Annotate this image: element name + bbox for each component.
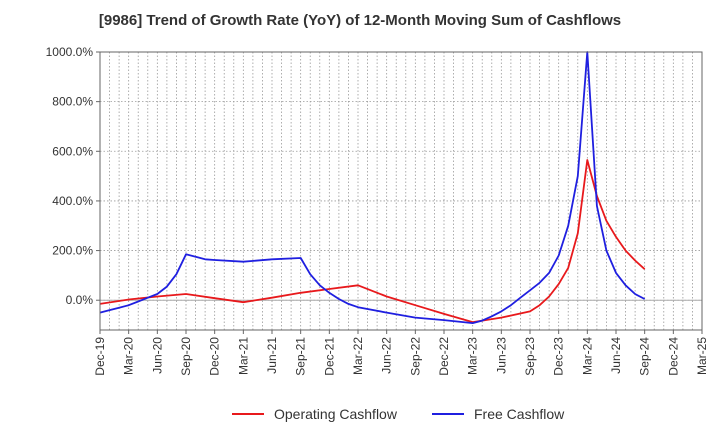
x-tick-label: Mar-24 — [580, 337, 594, 375]
x-tick-label: Dec-20 — [208, 337, 222, 376]
x-tick-label: Mar-21 — [236, 337, 250, 375]
x-tick-label: Jun-21 — [265, 337, 279, 374]
x-tick-label: Mar-23 — [466, 337, 480, 375]
y-tick-label: 1000.0% — [46, 45, 94, 59]
legend: Operating Cashflow Free Cashflow — [232, 406, 565, 422]
x-tick-label: Dec-19 — [93, 337, 107, 376]
x-tick-label: Jun-23 — [494, 337, 508, 374]
plot-frame — [99, 51, 703, 331]
x-tick-label: Sep-22 — [408, 337, 422, 376]
series-lines — [99, 51, 646, 325]
series-line-free-cashflow — [99, 51, 646, 325]
plot-border — [99, 51, 703, 331]
y-tick-label: 800.0% — [52, 95, 93, 109]
x-axis-ticks: Dec-19 Mar-20 Jun-20 Sep-20 Dec-20 Mar-21 Jun-… — [93, 330, 709, 376]
x-tick-label: Jun-24 — [609, 337, 623, 374]
x-tick-label: Mar-20 — [122, 337, 136, 375]
series-line-operating-cashflow — [99, 159, 646, 324]
x-tick-label: Mar-25 — [695, 337, 709, 375]
x-tick-label: Sep-24 — [638, 337, 652, 376]
chart-title: [9986] Trend of Growth Rate (YoY) of 12-… — [98, 12, 622, 29]
x-tick-label: Dec-23 — [552, 337, 566, 376]
x-tick-label: Jun-20 — [150, 337, 164, 374]
x-tick-label: Dec-22 — [437, 337, 451, 376]
x-tick-label: Jun-22 — [380, 337, 394, 374]
x-tick-label: Sep-23 — [523, 337, 537, 376]
legend-label-free-cashflow: Free Cashflow — [474, 406, 565, 422]
y-axis-ticks: 0.0% 200.0% 400.0% 600.0% 800.0% 1000.0% — [46, 45, 100, 307]
y-tick-label: 0.0% — [66, 293, 94, 307]
x-tick-label: Sep-20 — [179, 337, 193, 376]
y-tick-label: 200.0% — [52, 244, 93, 258]
x-tick-label: Sep-21 — [294, 337, 308, 376]
grid — [99, 51, 703, 330]
legend-label-operating-cashflow: Operating Cashflow — [274, 406, 398, 422]
y-tick-label: 400.0% — [52, 194, 93, 208]
y-tick-label: 600.0% — [52, 144, 93, 158]
x-tick-label: Dec-21 — [322, 337, 336, 376]
x-tick-label: Dec-24 — [666, 337, 680, 376]
x-tick-label: Mar-22 — [351, 337, 365, 375]
